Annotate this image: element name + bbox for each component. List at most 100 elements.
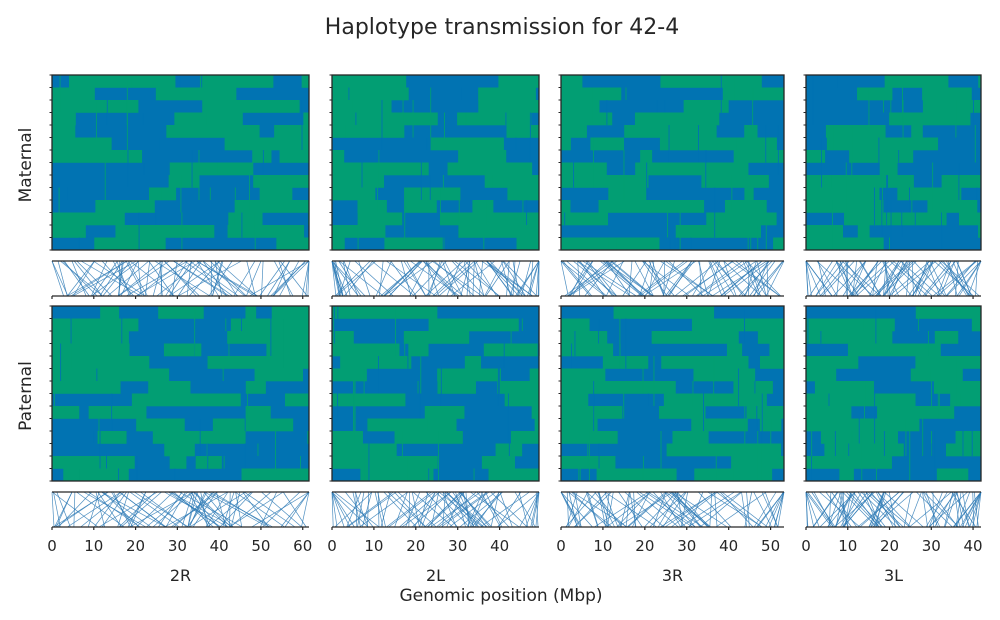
position-link (484, 260, 504, 297)
position-link (605, 260, 631, 297)
haplotype-streak (625, 318, 627, 369)
haplotype-streak (529, 112, 531, 163)
position-link (380, 491, 391, 528)
heatmap-frame (51, 305, 310, 482)
panel-3l-paternal: 0 10 20 30 40 3L (801, 305, 983, 585)
haplotype-segment (100, 306, 120, 319)
haplotype-streak (106, 100, 108, 125)
position-link (429, 260, 441, 297)
haplotype-segment (424, 406, 465, 419)
x-tick-label: 30 (448, 537, 467, 555)
haplotype-streak (832, 200, 833, 250)
haplotype-segment (332, 443, 397, 457)
position-links-2l-maternal (331, 260, 540, 297)
position-link (644, 491, 677, 528)
position-link (805, 260, 821, 297)
haplotype-streak (426, 137, 428, 150)
position-link (816, 260, 838, 297)
position-link (610, 260, 653, 297)
haplotype-segment (971, 318, 981, 332)
position-link (305, 260, 310, 297)
haplotype-streak (58, 187, 60, 213)
position-link (605, 260, 624, 297)
haplotype-streak (160, 187, 162, 200)
haplotype-segment (458, 225, 539, 238)
position-link (425, 491, 458, 528)
haplotype-streak (881, 200, 883, 238)
haplotype-streak (420, 162, 422, 200)
position-link (168, 491, 222, 528)
haplotype-streak (812, 75, 814, 125)
position-link (882, 260, 900, 297)
position-link (279, 260, 308, 297)
haplotype-streak (461, 87, 462, 100)
haplotype-segment (806, 356, 859, 369)
haplotype-streak (159, 137, 161, 150)
position-link (518, 491, 529, 528)
haplotype-streak (878, 137, 880, 175)
haplotype-segment (806, 406, 852, 419)
haplotype-segment (722, 87, 784, 101)
position-link (818, 260, 826, 297)
haplotype-streak (404, 212, 406, 238)
position-link (651, 260, 665, 297)
position-link (154, 260, 211, 297)
position-link (748, 260, 761, 297)
haplotype-segment (635, 162, 749, 176)
haplotype-streak (498, 368, 500, 394)
position-link (618, 491, 643, 528)
haplotype-streak (505, 112, 507, 125)
position-link (426, 491, 465, 528)
haplotype-streak (93, 431, 95, 444)
haplotype-segment (561, 175, 649, 188)
haplotype-streak (404, 331, 406, 356)
position-link (496, 491, 540, 528)
x-tick-label: 20 (126, 537, 145, 555)
position-link (845, 491, 880, 528)
position-link (129, 260, 175, 297)
x-tick-label: 0 (556, 537, 566, 555)
position-link (649, 491, 686, 528)
position-link (135, 260, 196, 297)
haplotype-streak (573, 162, 575, 188)
position-link (93, 491, 121, 528)
haplotype-streak (194, 306, 196, 356)
haplotype-segment (271, 306, 309, 319)
haplotype-streak (378, 356, 379, 394)
position-link (207, 491, 252, 528)
position-link (202, 260, 227, 297)
position-link (529, 260, 534, 297)
position-link (835, 260, 852, 297)
haplotype-segment (332, 125, 405, 138)
haplotype-segment (428, 318, 519, 332)
position-links-3l-paternal (805, 491, 982, 528)
position-link (490, 491, 500, 528)
position-link (952, 491, 982, 528)
position-link (765, 260, 785, 297)
position-link (510, 260, 521, 297)
position-link (411, 491, 420, 528)
position-link (425, 260, 458, 297)
position-link (117, 260, 163, 297)
haplotype-segment (934, 331, 959, 344)
panel-2r-paternal: 0 10 20 30 40 50 60 2R (47, 305, 312, 585)
position-link (244, 491, 296, 528)
haplotype-segment (726, 343, 743, 357)
haplotype-segment (561, 100, 600, 113)
haplotype-streak (690, 237, 692, 250)
haplotype-segment (174, 112, 243, 126)
position-link (173, 260, 230, 297)
haplotype-streak (587, 443, 589, 469)
haplotype-segment (806, 150, 826, 163)
haplotype-streak (807, 318, 809, 356)
haplotype-streak (427, 418, 429, 431)
haplotype-streak (974, 125, 976, 163)
position-link (925, 491, 938, 528)
position-link (735, 260, 780, 297)
position-link (120, 260, 139, 297)
haplotype-streak (344, 125, 346, 138)
position-link (711, 260, 768, 297)
haplotype-streak (442, 237, 444, 250)
position-link (184, 260, 233, 297)
haplotype-streak (222, 368, 224, 381)
